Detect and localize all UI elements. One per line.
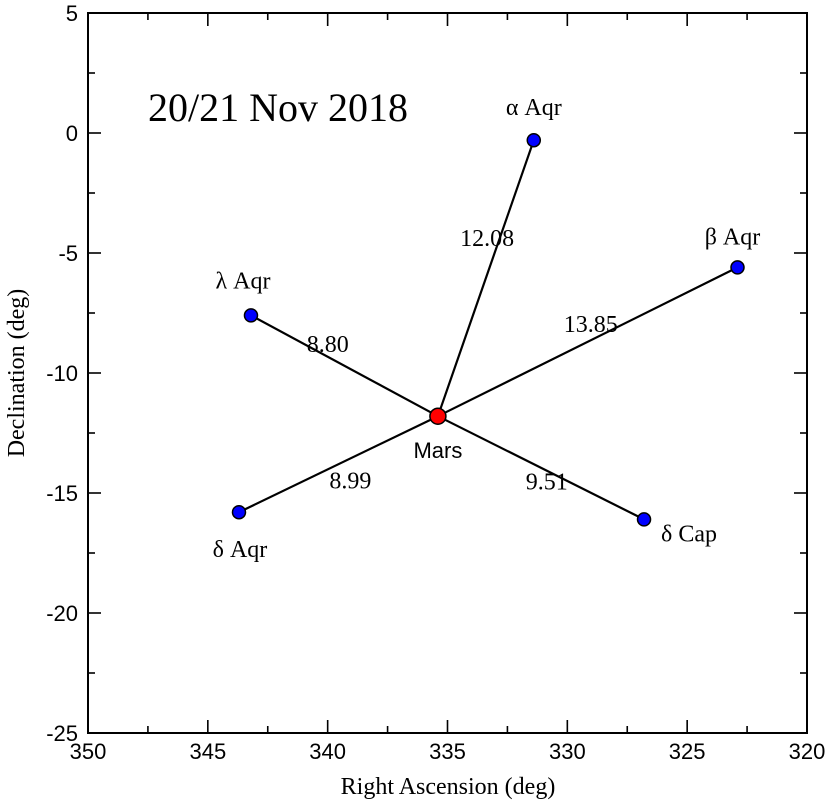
mars-marker [429, 407, 447, 425]
ticks-layer: 350 345 340 335 330 325 320 5 0 -5 -10 -15 -20 -25 [46, 1, 825, 764]
star-marker [243, 308, 259, 323]
y-tick-label: -25 [46, 721, 78, 746]
x-tick-label: 350 [70, 739, 107, 764]
y-tick-label: 5 [66, 1, 78, 26]
y-tick-label: -5 [58, 241, 78, 266]
star-marker [730, 260, 745, 275]
point-labels: α Aqr 12.08 β Aqr 13.85 λ Aqr 8.80 δ Aqr 8.99 δ … [213, 95, 761, 563]
x-tick-label: 320 [789, 739, 826, 764]
connection-line [437, 415, 645, 521]
distance-label: 13.85 [564, 312, 618, 338]
connection-line [238, 415, 439, 514]
connection-line [437, 266, 738, 418]
distance-label: 8.80 [307, 332, 349, 358]
markers [231, 132, 745, 527]
plot-frame [87, 12, 808, 734]
x-tick-label: 330 [549, 739, 586, 764]
connection-lines [238, 139, 738, 521]
y-tick-label: -10 [46, 361, 78, 386]
star-marker [636, 512, 652, 527]
x-tick-label: 340 [309, 739, 346, 764]
mars-label: Mars [413, 438, 462, 463]
connection-line [436, 139, 535, 417]
y-tick-label: 0 [66, 121, 78, 146]
distance-label: 12.08 [460, 226, 514, 252]
y-tick-label: -20 [46, 601, 78, 626]
y-tick-label: -15 [46, 481, 78, 506]
distance-label: 9.51 [526, 470, 568, 496]
star-label: λ Aqr [215, 268, 270, 294]
x-tick-label: 345 [189, 739, 226, 764]
x-tick-label: 325 [669, 739, 706, 764]
connection-line [250, 314, 439, 418]
star-label: α Aqr [506, 95, 562, 121]
y-axis-title: Declination (deg) [4, 289, 30, 458]
chart-title: 20/21 Nov 2018 [148, 85, 408, 130]
star-label: β Aqr [705, 224, 761, 250]
star-marker [231, 504, 247, 520]
distance-label: 8.99 [329, 468, 371, 494]
star-label: δ Cap [661, 521, 717, 547]
x-axis-title: Right Ascension (deg) [341, 774, 556, 800]
star-marker [526, 132, 542, 148]
x-tick-label: 335 [429, 739, 466, 764]
star-label: δ Aqr [213, 537, 268, 563]
